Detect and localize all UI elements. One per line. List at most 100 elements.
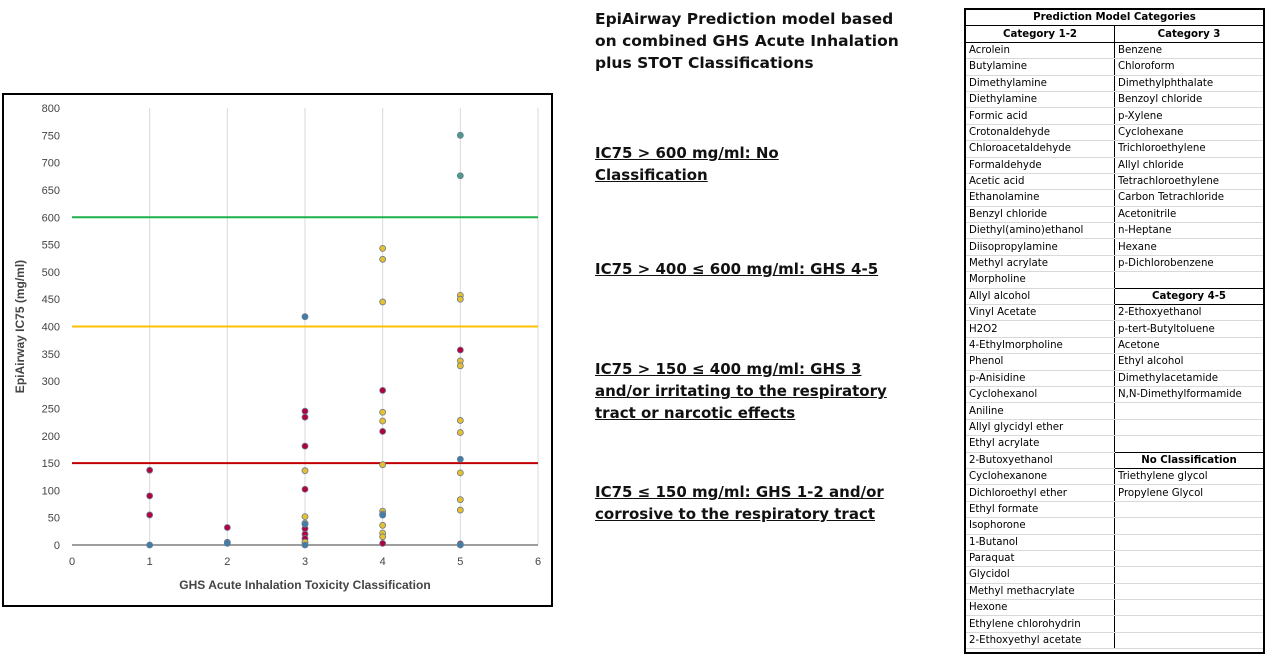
cell-category-1-2: 2-Ethoxyethyl acetate xyxy=(966,632,1115,650)
table-row: Hexone xyxy=(966,599,1263,617)
cell-category-other: n-Heptane xyxy=(1114,222,1263,240)
cell-category-other xyxy=(1114,402,1263,420)
cell-category-other: Hexane xyxy=(1114,238,1263,256)
data-point xyxy=(379,533,387,541)
y-tick-label: 600 xyxy=(42,212,60,224)
data-point xyxy=(301,413,309,421)
cell-category-other: Ethyl alcohol xyxy=(1114,353,1263,371)
model-title: EpiAirway Prediction model based on comb… xyxy=(595,10,899,72)
data-point xyxy=(379,255,387,263)
header-category-3: Category 3 xyxy=(1114,25,1263,43)
cell-category-other xyxy=(1114,419,1263,437)
data-point xyxy=(456,295,464,303)
y-axis-label: EpiAirway IC75 (mg/ml) xyxy=(13,260,27,393)
table-row: Crotonaldehyde Cyclohexane xyxy=(966,124,1263,142)
cell-category-other: Propylene Glycol xyxy=(1114,484,1263,502)
x-axis-label: GHS Acute Inhalation Toxicity Classifica… xyxy=(179,578,430,592)
data-point xyxy=(456,506,464,514)
cell-category-other: Tetrachloroethylene xyxy=(1114,173,1263,191)
y-tick-label: 400 xyxy=(42,322,60,334)
data-point xyxy=(379,461,387,469)
cell-category-other xyxy=(1114,632,1263,650)
cell-category-other xyxy=(1114,271,1263,289)
table-row: Benzyl chloride Acetonitrile xyxy=(966,206,1263,224)
cell-category-1-2: Hexone xyxy=(966,599,1115,617)
cell-category-other: Acetonitrile xyxy=(1114,206,1263,224)
data-point xyxy=(456,346,464,354)
cell-category-other: Dimethylphthalate xyxy=(1114,75,1263,92)
data-point xyxy=(379,539,387,547)
cell-category-other: p-Dichlorobenzene xyxy=(1114,255,1263,273)
cell-category-other: Triethylene glycol xyxy=(1114,468,1263,486)
table-row: Butylamine Chloroform xyxy=(966,58,1263,76)
data-point xyxy=(379,387,387,394)
table-row: Ethyl acrylate xyxy=(966,435,1263,453)
y-tick-label: 350 xyxy=(42,349,60,361)
table-row: Aniline xyxy=(966,402,1263,420)
data-point xyxy=(146,541,154,549)
cell-category-1-2: Allyl glycidyl ether xyxy=(966,419,1115,437)
data-point xyxy=(301,513,309,520)
table-row: Ethanolamine Carbon Tetrachloride xyxy=(966,189,1263,207)
data-point xyxy=(379,417,387,425)
cell-category-other xyxy=(1114,599,1263,617)
x-tick-label: 2 xyxy=(224,556,230,568)
cell-category-other: 2-Ethoxyethanol xyxy=(1114,304,1263,322)
subheader-cell: No Classification xyxy=(1114,452,1263,469)
cell-category-1-2: Aniline xyxy=(966,402,1115,420)
y-tick-label: 100 xyxy=(42,485,60,497)
cell-category-other: Benzoyl chloride xyxy=(1114,91,1263,109)
table-row: Morpholine xyxy=(966,271,1263,289)
table-row: 1-Butanol xyxy=(966,534,1263,551)
cell-category-other: p-tert-Butyltoluene xyxy=(1114,320,1263,338)
table-row: Acrolein Benzene xyxy=(966,42,1263,60)
cell-category-other xyxy=(1114,517,1263,535)
x-tick-label: 1 xyxy=(147,556,153,568)
data-point xyxy=(301,467,309,475)
cell-category-1-2: Paraquat xyxy=(966,550,1115,568)
cell-category-1-2: Ethyl acrylate xyxy=(966,435,1115,453)
data-point xyxy=(456,541,464,549)
data-point xyxy=(379,511,387,519)
cell-category-other: p-Xylene xyxy=(1114,107,1263,125)
table-row: 2-Ethoxyethyl acetate xyxy=(966,632,1263,650)
data-point xyxy=(379,244,387,252)
cell-category-1-2: Cyclohexanone xyxy=(966,468,1115,486)
table-row: Glycidol xyxy=(966,566,1263,584)
table-row: Cyclohexanol N,N-Dimethylformamide xyxy=(966,386,1263,404)
cell-category-1-2: Crotonaldehyde xyxy=(966,124,1115,142)
rule-ghs-3: IC75 > 150 ≤ 400 mg/ml: GHS 3 and/or irr… xyxy=(595,360,887,422)
y-tick-label: 500 xyxy=(42,267,60,279)
cell-category-other xyxy=(1114,534,1263,551)
cell-category-other: N,N-Dimethylformamide xyxy=(1114,386,1263,404)
rule-no-classification: IC75 > 600 mg/ml: No Classification xyxy=(595,144,779,184)
cell-category-other xyxy=(1114,435,1263,453)
y-tick-label: 50 xyxy=(48,513,60,525)
table-row: Ethylene chlorohydrin xyxy=(966,615,1263,633)
data-point xyxy=(456,469,464,477)
table-row: Diethylamine Benzoyl chloride xyxy=(966,91,1263,109)
table-row: Formic acid p-Xylene xyxy=(966,107,1263,125)
table-row: Allyl glycidyl ether xyxy=(966,419,1263,437)
cell-category-other: Cyclohexane xyxy=(1114,124,1263,142)
cell-category-other xyxy=(1114,615,1263,633)
cell-category-1-2: Cyclohexanol xyxy=(966,386,1115,404)
cell-category-1-2: Diethylamine xyxy=(966,91,1115,109)
y-tick-label: 150 xyxy=(42,458,60,470)
data-point xyxy=(456,172,464,180)
rule-ghs-1-2: IC75 ≤ 150 mg/ml: GHS 1-2 and/or corrosi… xyxy=(595,483,884,523)
table-row: Methyl acrylate p-Dichlorobenzene xyxy=(966,255,1263,273)
cell-category-other: Trichloroethylene xyxy=(1114,140,1263,158)
y-tick-label: 300 xyxy=(42,376,60,388)
cell-category-1-2: Vinyl Acetate xyxy=(966,304,1115,322)
data-point xyxy=(456,417,464,424)
cell-category-1-2: Diethyl(amino)ethanol xyxy=(966,222,1115,240)
data-point xyxy=(456,496,464,504)
x-tick-label: 4 xyxy=(380,556,386,568)
y-tick-label: 700 xyxy=(42,158,60,170)
prediction-categories-table: Prediction Model Categories Category 1-2… xyxy=(964,8,1265,654)
y-tick-label: 800 xyxy=(42,103,60,115)
table-title: Prediction Model Categories xyxy=(966,10,1263,27)
table-row: Diethyl(amino)ethanol n-Heptane xyxy=(966,222,1263,240)
y-tick-label: 750 xyxy=(42,130,60,142)
